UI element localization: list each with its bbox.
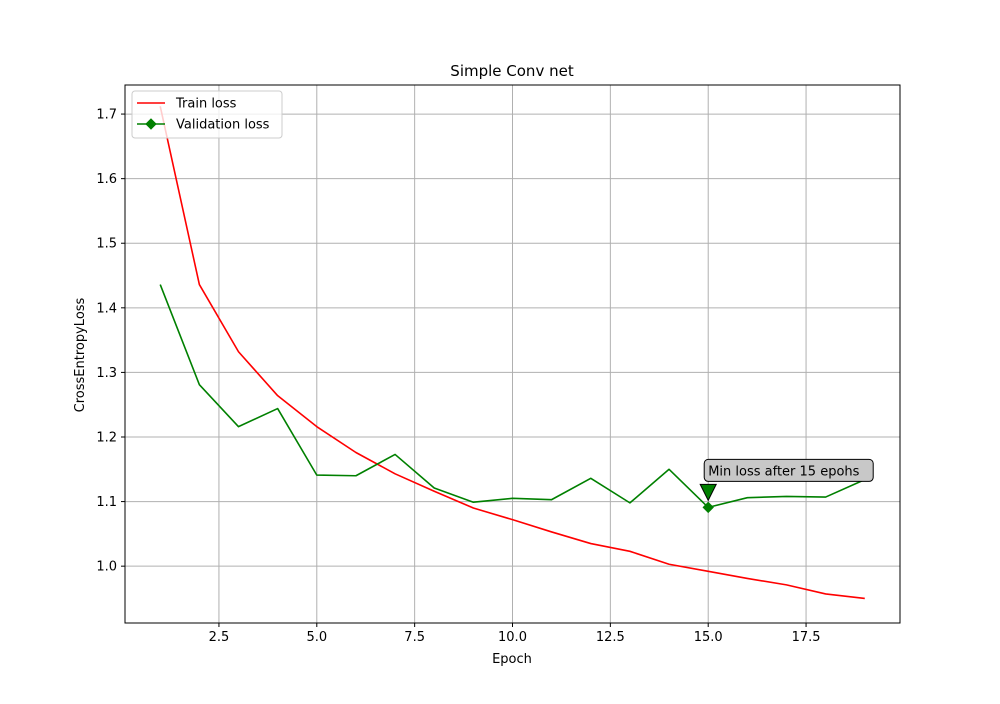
series-lines: [159, 106, 866, 600]
y-tick-label: 1.1: [96, 495, 117, 510]
y-tick-label: 1.6: [96, 172, 117, 187]
chart-title: Simple Conv net: [450, 62, 574, 80]
x-tick-label: 17.5: [792, 630, 821, 645]
x-tick-label: 15.0: [694, 630, 723, 645]
validation-loss-marker: [702, 501, 714, 514]
legend-label: Train loss: [175, 97, 237, 112]
axis-ticks: 2.5 5.0 7.5 10.0 12.5 15.0 17.5 1.0 1.1 1.2 1.3 1.4…: [96, 108, 820, 645]
x-tick-label: 2.5: [209, 630, 230, 645]
y-tick-label: 1.7: [96, 108, 117, 123]
legend: Train loss Validation loss: [131, 90, 283, 139]
min-loss-annotation: Min loss after 15 epohs: [699, 458, 874, 502]
legend-marker-validation-loss: [145, 118, 157, 130]
validation-loss-line: [159, 284, 866, 509]
x-axis-label: Epoch: [492, 652, 532, 667]
annotation-arrow: [699, 483, 718, 502]
y-tick-label: 1.3: [96, 366, 117, 381]
x-tick-label: 10.0: [498, 630, 527, 645]
plot-frame: [124, 84, 901, 624]
y-tick-label: 1.2: [96, 430, 117, 445]
x-tick-label: 5.0: [306, 630, 327, 645]
legend-box: [131, 90, 283, 139]
annotation-box: [703, 458, 874, 482]
x-tick-label: 7.5: [404, 630, 425, 645]
grid: [125, 85, 900, 623]
y-axis-label: CrossEntropyLoss: [73, 297, 88, 412]
y-tick-label: 1.4: [96, 301, 117, 316]
x-tick-label: 12.5: [596, 630, 625, 645]
legend-label: Validation loss: [176, 118, 270, 133]
y-tick-label: 1.0: [96, 560, 117, 575]
train-loss-line: [159, 106, 865, 600]
y-tick-label: 1.5: [96, 237, 117, 252]
annotation-text: Min loss after 15 epohs: [708, 464, 859, 479]
